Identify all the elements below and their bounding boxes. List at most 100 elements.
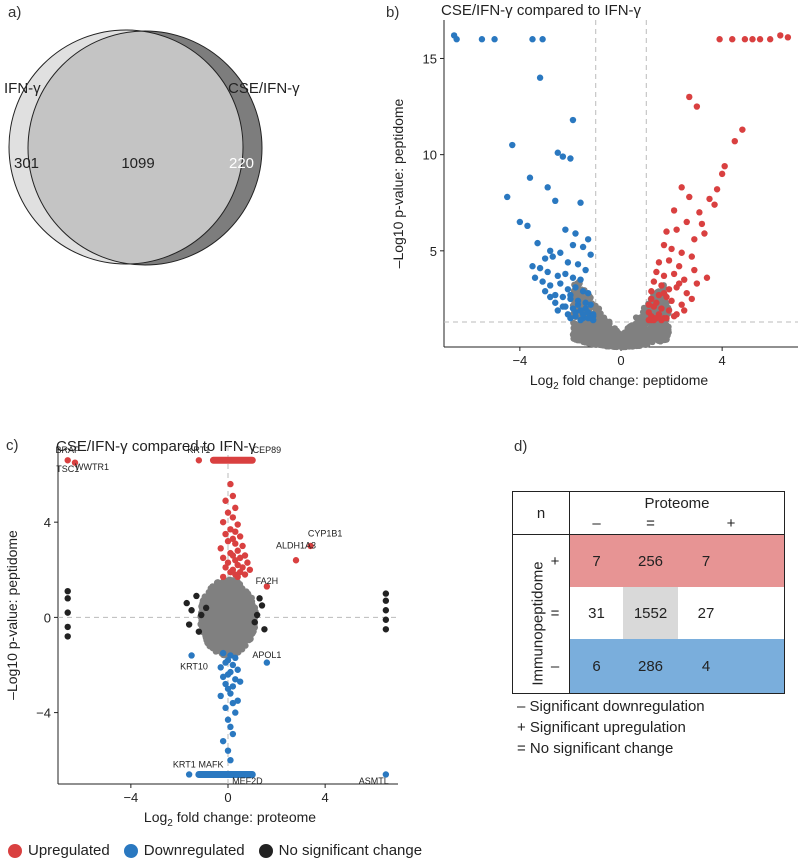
data-point-downregulated xyxy=(554,149,561,156)
gene-annotation-label: BRAP xyxy=(55,445,80,455)
data-point-no-change xyxy=(198,611,205,619)
data-point-downregulated xyxy=(552,299,559,306)
data-point-downregulated xyxy=(536,264,544,272)
data-point-upregulated xyxy=(224,538,232,545)
data-point-downregulated xyxy=(547,293,554,301)
venn-overlap-count: 1099 xyxy=(121,155,154,172)
data-point-upregulated xyxy=(232,557,239,564)
data-point-not-significant xyxy=(219,611,226,619)
gene-annotation-label: KRT1 xyxy=(187,445,210,455)
footnote-down: – Significant downregulation xyxy=(517,698,705,715)
data-point-not-significant xyxy=(203,622,210,629)
data-point-no-change xyxy=(64,633,71,640)
table-row-sign-plus: + xyxy=(550,552,560,570)
data-point-not-significant xyxy=(605,319,612,326)
data-point-not-significant xyxy=(656,324,663,331)
data-point-not-significant xyxy=(606,336,613,343)
upregulated-dot-icon xyxy=(8,843,22,858)
data-point-downregulated xyxy=(224,747,232,754)
data-point-upregulated xyxy=(660,272,668,280)
data-point-downregulated xyxy=(188,652,195,659)
data-point-not-significant xyxy=(592,341,600,348)
data-point-downregulated xyxy=(229,699,237,707)
data-point-downregulated xyxy=(582,305,589,312)
data-point-downregulated xyxy=(562,226,569,233)
data-point-upregulated xyxy=(681,307,688,314)
data-point-not-significant xyxy=(235,610,242,617)
data-point-downregulated xyxy=(557,249,564,256)
data-point-upregulated xyxy=(244,559,251,566)
data-point-not-significant xyxy=(236,580,244,588)
data-point-downregulated xyxy=(574,301,582,308)
data-point-not-significant xyxy=(227,602,234,609)
data-point-upregulated xyxy=(681,276,688,283)
table-cell: 31 xyxy=(588,604,605,622)
data-point-not-significant xyxy=(225,608,232,615)
data-point-upregulated xyxy=(675,263,683,270)
y-tick-label: 5 xyxy=(430,244,437,259)
x-tick-label: 4 xyxy=(322,790,329,805)
gene-annotation-label: ASMTL xyxy=(359,776,389,786)
data-point-not-significant xyxy=(598,319,606,326)
gene-annotation-label: CYP1B1 xyxy=(308,528,343,538)
table-cell: 27 xyxy=(697,604,715,622)
data-point-upregulated xyxy=(71,459,79,466)
data-point-upregulated xyxy=(224,509,232,516)
gene-annotation-label: FA2H xyxy=(256,576,279,586)
footnote-no-change: = No significant change xyxy=(517,740,674,757)
data-point-no-change xyxy=(382,590,390,597)
data-point-not-significant xyxy=(596,335,603,342)
data-point-downregulated xyxy=(564,259,572,266)
x-tick-label: −4 xyxy=(512,353,527,368)
data-point-upregulated xyxy=(686,193,693,201)
data-point-not-significant xyxy=(664,326,671,333)
data-point-downregulated xyxy=(572,284,579,291)
data-point-not-significant xyxy=(214,626,221,633)
data-point-not-significant xyxy=(644,336,651,344)
data-point-not-significant xyxy=(640,322,647,329)
data-point-upregulated xyxy=(645,316,653,324)
panel-d-label: d) xyxy=(514,438,528,455)
data-point-downregulated xyxy=(567,314,574,322)
data-point-downregulated xyxy=(564,286,572,293)
data-point-downregulated xyxy=(478,36,486,43)
data-point-downregulated xyxy=(229,661,237,669)
data-point-upregulated xyxy=(706,195,713,203)
panel-b-title: CSE/IFN-γ compared to IFN-γ xyxy=(441,2,642,19)
venn-diagram: IFN-γ CSE/IFN-γ 301 1099 220 xyxy=(4,29,300,266)
data-point-downregulated xyxy=(539,36,546,43)
data-point-upregulated xyxy=(660,314,668,322)
data-point-not-significant xyxy=(233,623,240,630)
data-point-downregulated xyxy=(541,288,549,295)
data-point-downregulated xyxy=(219,737,227,745)
data-point-downregulated xyxy=(227,723,234,731)
data-point-upregulated xyxy=(678,249,685,256)
data-point-upregulated xyxy=(219,518,227,526)
data-point-downregulated xyxy=(541,255,549,262)
data-point-not-significant xyxy=(203,594,210,601)
table-cell: 286 xyxy=(637,657,664,675)
data-point-upregulated xyxy=(693,280,701,287)
data-point-downregulated xyxy=(572,309,579,316)
data-point-upregulated xyxy=(648,288,655,295)
data-point-upregulated xyxy=(670,270,678,278)
table-mid-cell-bg xyxy=(623,587,678,639)
y-tick-label: 0 xyxy=(44,610,51,625)
data-point-no-change xyxy=(261,626,268,633)
data-point-not-significant xyxy=(661,331,669,338)
venn-left-only-count: 301 xyxy=(14,155,39,172)
data-point-downregulated xyxy=(557,280,564,287)
table-cell: 6 xyxy=(592,657,601,675)
data-point-upregulated xyxy=(232,504,239,512)
data-point-not-significant xyxy=(602,331,609,339)
data-point-upregulated xyxy=(227,526,234,533)
volcano-plot-peptidome: −4 0 4 5 10 15 –Log10 p-value: peptidome xyxy=(390,20,798,368)
data-point-downregulated xyxy=(491,36,498,43)
data-point-upregulated xyxy=(693,103,701,110)
data-point-upregulated xyxy=(227,480,234,488)
data-point-not-significant xyxy=(214,598,222,605)
data-point-upregulated xyxy=(683,289,690,297)
data-point-not-significant xyxy=(206,642,213,650)
data-point-no-change xyxy=(202,604,210,612)
data-point-not-significant xyxy=(231,615,239,622)
